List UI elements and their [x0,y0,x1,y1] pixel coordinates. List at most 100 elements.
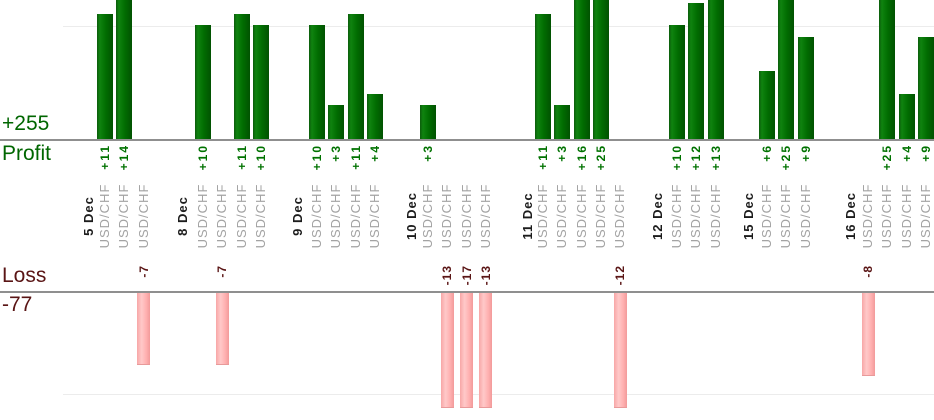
profit-bar [116,0,133,139]
x-axis-symbol-label: USD/CHF [778,183,794,249]
x-axis-symbol-label: USD/CHF [439,183,455,249]
loss-value-label: -17 [459,265,474,286]
x-axis-symbol-label: USD/CHF [898,183,914,249]
loss-bar [460,293,474,408]
loss-gridline-minus10 [63,394,934,395]
profit-value-label: +11 [348,144,363,170]
profit-bar [347,14,364,139]
x-axis-symbol-label: USD/CHF [347,183,363,249]
loss-value-label: -13 [440,265,455,286]
loss-bar [479,293,493,408]
loss-value-label: -8 [861,265,875,278]
x-axis-symbol-label: USD/CHF [458,183,474,249]
profit-value-label: +25 [779,144,794,171]
profit-bar [917,37,934,139]
x-axis-symbol-label: USD/CHF [97,183,112,249]
profit-value-label: +9 [798,144,813,162]
profit-bar [688,3,705,139]
x-axis-symbol-label: USD/CHF [554,183,570,249]
x-axis-symbol-label: USD/CHF [592,183,608,249]
profit-value-label: +6 [760,144,774,162]
profit-bar [366,94,383,139]
x-axis-date-label: 9 Dec [290,196,305,236]
profit-bar [898,94,915,139]
loss-bar [137,293,151,365]
loss-total-label: -77 [2,293,33,316]
x-axis-date-label: 5 Dec [81,196,96,236]
x-axis-symbol-label: USD/CHF [214,183,230,249]
loss-value-label: -13 [478,265,493,286]
profit-bar [420,105,436,139]
profit-bar [252,25,269,139]
profit-value-label: +25 [593,144,608,171]
x-axis-symbol-label: USD/CHF [195,183,210,249]
x-axis-symbol-label: USD/CHF [879,183,895,249]
x-axis-symbol-label: USD/CHF [477,183,493,249]
profit-bar [669,25,685,139]
loss-value-label: -7 [136,265,151,278]
profit-axis-label: Profit [2,142,52,165]
x-axis-date-label: 10 Dec [404,192,419,240]
x-axis-symbol-label: USD/CHF [707,183,723,249]
profit-value-label: +10 [670,144,684,171]
profit-bar [778,0,795,139]
loss-bar [440,293,454,408]
loss-axis-label: Loss [2,264,47,287]
loss-axis-line [0,291,934,293]
profit-bar [573,0,590,139]
profit-value-label: +10 [196,144,210,171]
x-axis-symbol-label: USD/CHF [860,183,875,249]
profit-value-label: +25 [880,144,895,171]
profit-value-label: +3 [329,144,344,162]
x-axis-symbol-label: USD/CHF [328,183,344,249]
profit-value-label: +3 [555,144,570,162]
x-axis-symbol-label: USD/CHF [252,183,268,249]
profit-bar [592,0,609,139]
profit-bar [309,25,325,139]
x-axis-symbol-label: USD/CHF [612,183,628,249]
profit-bar [707,0,724,139]
x-axis-symbol-label: USD/CHF [233,183,249,249]
x-axis-symbol-label: USD/CHF [135,183,151,249]
x-axis-symbol-label: USD/CHF [688,183,704,249]
x-axis-symbol-label: USD/CHF [535,183,550,249]
loss-bar [613,293,627,408]
profit-value-label: +3 [421,144,435,162]
loss-bar [861,293,875,376]
x-axis-symbol-label: USD/CHF [116,183,132,249]
profit-bar [97,14,113,139]
profit-value-label: +11 [98,144,112,170]
profit-value-label: +10 [253,144,268,171]
x-axis-date-label: 8 Dec [175,196,190,236]
profit-axis-line [0,139,934,141]
x-axis-date-label: 15 Dec [741,192,756,240]
x-axis-symbol-label: USD/CHF [759,183,774,249]
x-axis-symbol-label: USD/CHF [797,183,813,249]
x-axis-date-label: 12 Dec [650,192,665,240]
profit-value-label: +14 [117,144,132,171]
loss-bar [215,293,229,365]
profit-bar [759,71,775,139]
profit-value-label: +12 [689,144,704,171]
profit-bar [879,0,896,139]
profit-value-label: +4 [367,144,382,162]
profit-value-label: +4 [899,144,914,162]
x-axis-symbol-label: USD/CHF [309,183,324,249]
x-axis-symbol-label: USD/CHF [573,183,589,249]
profit-value-label: +9 [918,144,933,162]
profit-total-label: +255 [2,112,50,135]
profit-gridline-plus10 [63,26,934,27]
profit-bar [535,14,551,139]
profit-bar [797,37,814,139]
profit-value-label: +11 [234,144,249,170]
profit-value-label: +16 [574,144,589,171]
x-axis-symbol-label: USD/CHF [669,183,684,249]
profit-value-label: +10 [310,144,324,171]
x-axis-date-label: 16 Dec [843,192,858,240]
x-axis-symbol-label: USD/CHF [917,183,933,249]
loss-value-label: -7 [215,265,230,278]
x-axis-date-label: 11 Dec [520,192,535,240]
profit-bar [554,105,571,139]
profit-value-label: +13 [708,144,723,171]
